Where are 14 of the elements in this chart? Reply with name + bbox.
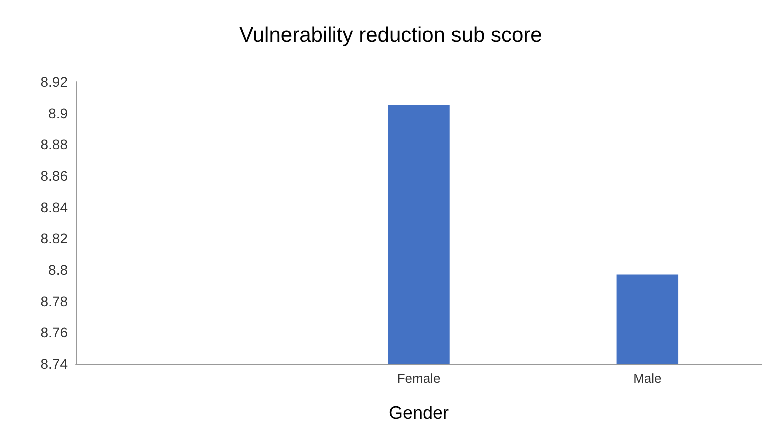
x-axis-title: Gender [388,403,450,423]
x-tick-label: Male [634,371,662,386]
y-tick-label: 8.82 [40,230,68,247]
y-tick-label: 8.84 [40,199,68,216]
x-tick-label: Female [397,371,441,386]
y-tick-label: 8.8 [48,262,68,278]
y-tick-label: 8.74 [40,356,68,372]
y-tick-label: 8.88 [40,136,68,153]
y-tick-label: 8.86 [40,168,68,184]
chart-title: Vulnerability reduction sub score [240,24,542,47]
y-tick-label: 8.76 [40,324,68,341]
y-tick-label: 8.78 [40,293,68,310]
y-tick-label: 8.9 [48,105,68,122]
y-tick-label: 8.92 [40,74,68,90]
